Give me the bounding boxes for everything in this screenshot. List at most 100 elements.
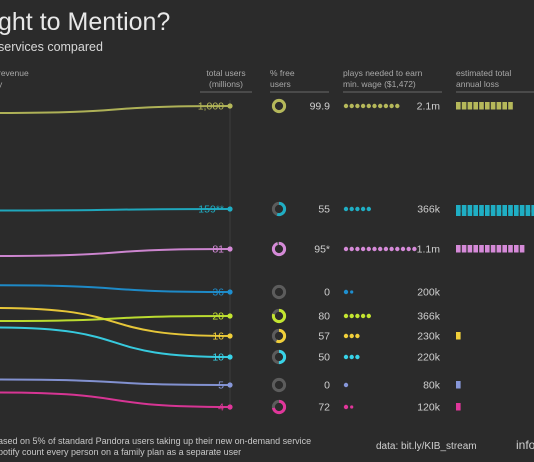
plays-dot <box>378 103 383 109</box>
free-pct-value: 80 <box>318 311 330 323</box>
loss-block <box>467 102 473 110</box>
loss-block <box>502 205 507 213</box>
plays-dot <box>343 382 349 388</box>
loss-block <box>461 245 467 253</box>
flow-curve-4 <box>0 315 231 322</box>
plays-dot <box>372 246 377 252</box>
header-free-line2: users <box>270 79 291 89</box>
plays-dot <box>355 333 360 339</box>
loss-block <box>479 102 484 110</box>
loss-block <box>490 245 496 253</box>
loss-block <box>461 205 467 213</box>
plays-dot <box>389 246 394 252</box>
chart-title: ght to Mention? <box>0 8 170 36</box>
loss-block <box>467 245 473 253</box>
loss-block <box>456 403 461 411</box>
users-value: 159** <box>198 204 224 216</box>
header-free-line1: % free <box>270 68 295 78</box>
flow-curve-7 <box>0 378 231 386</box>
loss-block <box>514 245 519 253</box>
loss-block <box>525 210 531 216</box>
plays-value: 366k <box>417 311 441 323</box>
plays-dot <box>366 103 371 109</box>
plays-value: 200k <box>417 287 441 299</box>
endpoint-dot <box>227 103 233 109</box>
table-row: 20 80 366k <box>212 308 441 324</box>
loss-block <box>485 210 490 216</box>
loss-block <box>496 102 502 110</box>
loss-block <box>496 210 502 216</box>
loss-block <box>496 205 502 213</box>
header-plays-line1: plays needed to earn <box>343 68 423 78</box>
plays-dot <box>355 354 360 360</box>
data-source: data: bit.ly/KIB_stream <box>376 441 477 452</box>
free-ring-fill <box>271 308 287 324</box>
plays-dot <box>366 206 371 212</box>
loss-block <box>502 210 507 216</box>
free-pct-value: 95* <box>314 244 330 256</box>
plays-dot <box>343 333 349 339</box>
plays-dot <box>378 246 383 252</box>
plays-dot <box>372 103 377 109</box>
plays-dot <box>383 103 389 109</box>
loss-block <box>473 205 478 213</box>
plays-value: 230k <box>417 331 441 343</box>
loss-block <box>519 205 525 213</box>
header-users-line1: total users <box>206 68 245 78</box>
free-ring-fill <box>271 98 287 114</box>
header-left-line2: y <box>0 79 3 89</box>
plays-dot <box>349 246 354 252</box>
loss-block <box>467 210 473 216</box>
plays-dot <box>349 313 354 319</box>
data-rows: 1,000 99.9 2.1m 159** 55 366k 81 95* 1.1m 36 0 200k… <box>198 98 534 415</box>
loss-block <box>467 205 473 213</box>
plays-dot <box>343 246 349 252</box>
plays-dot <box>389 103 394 109</box>
users-value: 81 <box>212 244 224 256</box>
footnote-1: ased on 5% of standard Pandora users tak… <box>0 436 311 446</box>
free-pct-value: 0 <box>324 380 330 392</box>
plays-dot <box>349 354 354 360</box>
loss-block <box>456 210 461 216</box>
free-pct-value: 99.9 <box>310 101 331 113</box>
plays-dot <box>349 206 354 212</box>
plays-dot <box>400 246 406 252</box>
plays-dot <box>355 313 360 319</box>
loss-block <box>461 102 467 110</box>
endpoint-dot <box>227 289 233 295</box>
plays-dot <box>343 206 349 212</box>
users-value: 1,000 <box>198 101 224 113</box>
plays-dot <box>366 246 371 252</box>
loss-block <box>485 245 490 253</box>
users-value: 4 <box>218 402 224 414</box>
loss-block <box>479 210 484 216</box>
plays-dot <box>343 289 349 295</box>
endpoint-dot <box>227 354 233 360</box>
header-left-line1: revenue <box>0 68 29 78</box>
table-row: 1,000 99.9 2.1m <box>198 98 513 114</box>
header-loss-line1: estimated total <box>456 68 511 78</box>
loss-block <box>508 245 513 253</box>
plays-dot <box>406 246 411 252</box>
plays-dot <box>360 313 366 319</box>
header-plays-line2: min. wage ($1,472) <box>343 79 416 89</box>
plays-dot <box>412 246 417 252</box>
endpoint-dot <box>227 333 233 339</box>
users-value: 10 <box>212 352 224 364</box>
loss-block <box>461 210 467 216</box>
table-row: 81 95* 1.1m <box>212 241 525 257</box>
plays-dot <box>343 103 349 109</box>
flow-curve-6 <box>0 326 231 358</box>
free-pct-value: 72 <box>318 402 330 414</box>
plays-dot <box>343 404 349 410</box>
loss-block <box>502 102 507 110</box>
brand-mark: info <box>516 438 534 452</box>
free-ring-track <box>271 284 287 300</box>
plays-dot <box>355 206 360 212</box>
plays-value: 120k <box>417 402 441 414</box>
plays-dot <box>349 103 354 109</box>
plays-value: 366k <box>417 204 441 216</box>
loss-block <box>473 102 478 110</box>
loss-block <box>514 205 519 213</box>
flow-curve-2 <box>0 248 231 257</box>
